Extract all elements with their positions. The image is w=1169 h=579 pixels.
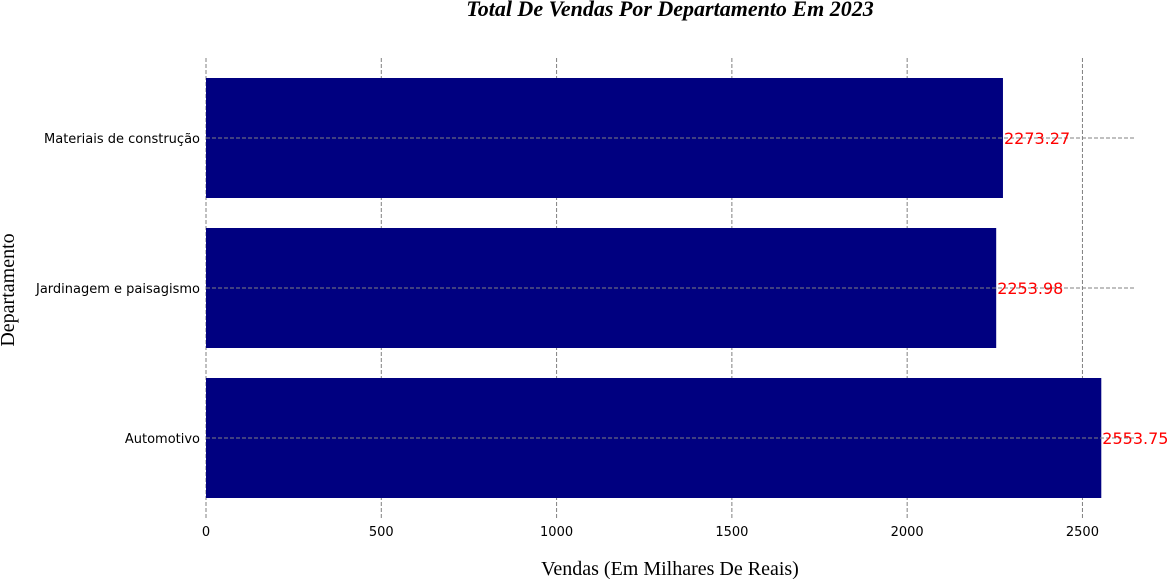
bar-value-label: 2253.98 — [997, 279, 1063, 298]
category-grid-layer — [206, 137, 1136, 439]
x-tick-label: 1500 — [715, 525, 748, 540]
y-tick-label: Jardinagem e paisagismo — [35, 282, 200, 297]
bar-value-label: 2273.27 — [1004, 129, 1070, 148]
value-labels-layer: 2553.75 2253.98 2273.27 — [997, 129, 1168, 448]
x-tick-labels: 0 500 1000 1500 2000 2500 — [202, 525, 1099, 540]
y-tick-labels: Automotivo Jardinagem e paisagismo Materia… — [35, 132, 200, 447]
y-tick-label: Materiais de construção — [44, 132, 200, 147]
x-tick-label: 1000 — [540, 525, 573, 540]
bar — [206, 228, 997, 348]
x-axis-label: Vendas (Em Milhares De Reais) — [541, 558, 799, 579]
bar-value-label: 2553.75 — [1102, 429, 1168, 448]
chart-title: Total De Vendas Por Departamento Em 2023 — [466, 0, 873, 21]
y-axis-label: Departamento — [0, 233, 19, 346]
x-tick-label: 500 — [369, 525, 394, 540]
x-tick-label: 2500 — [1066, 525, 1099, 540]
y-tick-label: Automotivo — [125, 432, 200, 447]
x-tick-label: 0 — [202, 525, 210, 540]
x-tick-label: 2000 — [891, 525, 924, 540]
